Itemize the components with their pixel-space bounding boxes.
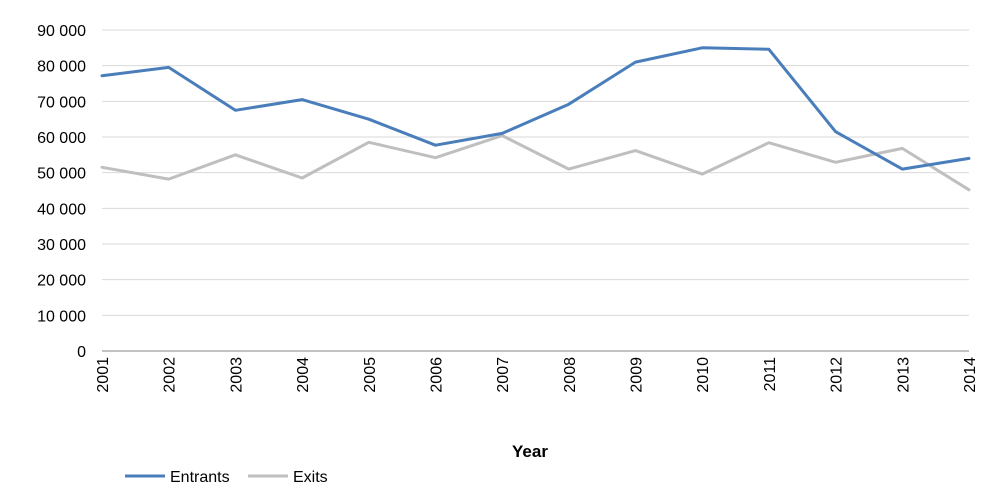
y-tick-label: 10 000: [37, 308, 86, 325]
x-tick-label: 2014: [962, 357, 979, 393]
legend-label-entrants: Entrants: [170, 469, 230, 486]
x-tick-label: 2002: [162, 357, 179, 393]
y-tick-label: 80 000: [37, 59, 86, 76]
x-tick-label: 2011: [762, 357, 779, 392]
x-tick-label: 2006: [428, 357, 445, 393]
x-tick-label: 2003: [228, 357, 245, 393]
x-tick-label: 2004: [295, 357, 312, 393]
series-lines: [100, 46, 971, 192]
series-line-entrants: [100, 46, 971, 171]
y-tick-label: 20 000: [37, 273, 86, 290]
x-tick-label: 2010: [695, 357, 712, 393]
y-axis-ticks: 0 10 000 20 000 30 000 40 000 50 000 60 000 70 …: [37, 23, 86, 361]
x-tick-label: 2013: [895, 357, 912, 393]
series-line-exits: [100, 134, 971, 192]
x-axis-ticks: 2001 2002 2003 2004 2005 2006 2007 2008 2009 2010…: [95, 357, 979, 393]
x-axis-title: Year: [512, 442, 548, 461]
x-tick-label: 2009: [629, 357, 646, 393]
y-tick-label: 60 000: [37, 130, 86, 147]
y-tick-label: 40 000: [37, 201, 86, 218]
y-tick-label: 70 000: [37, 94, 86, 111]
y-tick-label: 50 000: [37, 166, 86, 183]
x-tick-label: 2012: [829, 357, 846, 393]
gridlines: [102, 29, 969, 352]
y-tick-label: 0: [77, 344, 86, 361]
y-tick-label: 30 000: [37, 237, 86, 254]
x-tick-label: 2005: [362, 357, 379, 393]
x-tick-label: 2008: [562, 357, 579, 393]
x-tick-label: 2007: [495, 357, 512, 393]
y-tick-label: 90 000: [37, 23, 86, 40]
x-tick-label: 2001: [95, 357, 112, 393]
legend: Entrants Exits: [125, 469, 328, 486]
legend-label-exits: Exits: [293, 469, 328, 486]
